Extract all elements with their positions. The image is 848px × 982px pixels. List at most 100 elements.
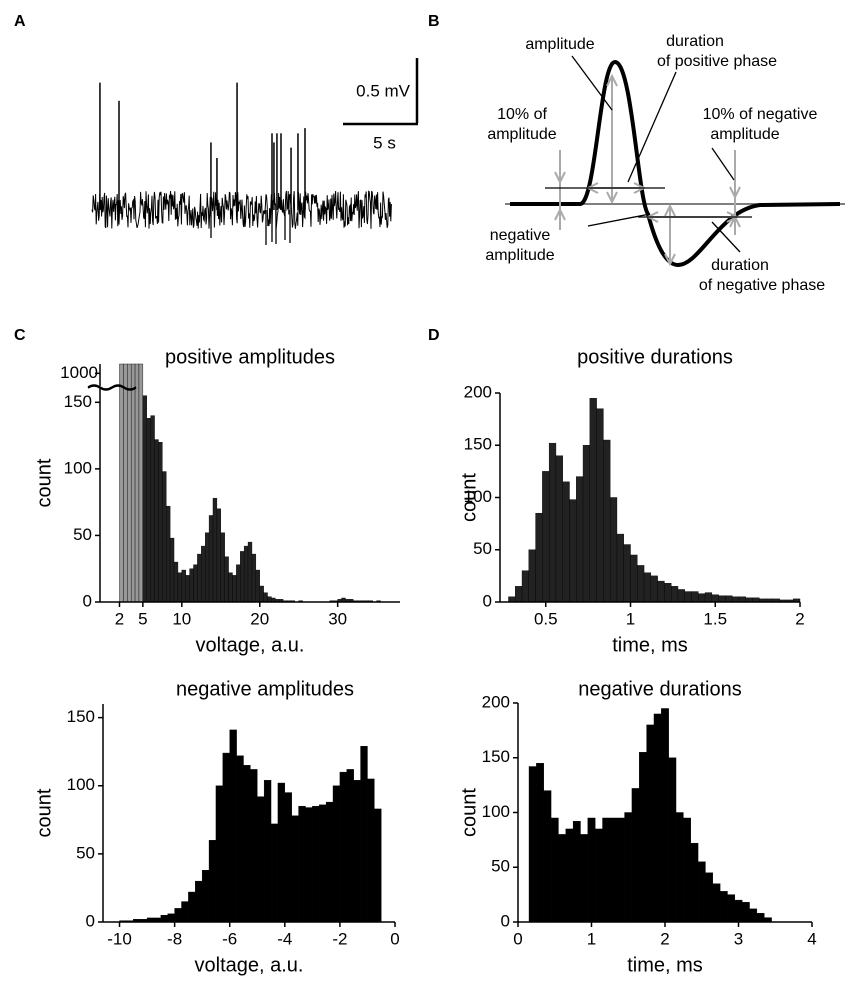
x-tick-label: -8 bbox=[167, 929, 182, 948]
x-tick-label: 0.5 bbox=[534, 609, 558, 628]
bar bbox=[657, 580, 665, 603]
y-tick-label: 150 bbox=[482, 747, 510, 766]
bar bbox=[535, 512, 543, 603]
y-tick-label: 0 bbox=[83, 591, 92, 610]
y-tick-label: 100 bbox=[482, 802, 510, 821]
bar bbox=[251, 553, 257, 603]
bar bbox=[528, 549, 536, 603]
scale-bar-label: 5 s bbox=[373, 133, 396, 152]
bar bbox=[580, 834, 589, 923]
bar bbox=[650, 575, 658, 603]
chart-title: positive durations bbox=[577, 346, 733, 368]
bar bbox=[543, 790, 552, 923]
bar bbox=[146, 418, 151, 603]
bar bbox=[270, 823, 279, 923]
bar bbox=[173, 561, 179, 603]
bar bbox=[255, 569, 260, 603]
chart-title: positive amplitudes bbox=[165, 346, 335, 368]
bar bbox=[232, 575, 237, 603]
bar bbox=[542, 471, 550, 603]
x-tick-label: 30 bbox=[328, 609, 347, 628]
panel-label: D bbox=[428, 327, 440, 344]
bar bbox=[631, 788, 640, 923]
bar bbox=[589, 398, 597, 603]
bar bbox=[201, 870, 210, 923]
bar bbox=[711, 594, 719, 603]
y-tick-label: 200 bbox=[482, 692, 510, 711]
annotation: amplitude bbox=[710, 126, 779, 143]
bar bbox=[298, 805, 306, 923]
bar bbox=[353, 780, 361, 923]
bar bbox=[508, 596, 516, 603]
bar bbox=[374, 808, 382, 923]
bar bbox=[683, 817, 691, 923]
bar bbox=[675, 812, 684, 923]
annotation: negative bbox=[490, 227, 551, 244]
y-axis-label: count bbox=[33, 458, 55, 507]
bar bbox=[160, 914, 168, 923]
bar bbox=[521, 570, 530, 603]
bar bbox=[749, 908, 758, 923]
bar bbox=[181, 901, 189, 923]
bar bbox=[698, 593, 706, 603]
bar bbox=[734, 899, 743, 923]
bar bbox=[637, 565, 645, 603]
bar bbox=[732, 596, 740, 603]
x-axis-label: voltage, a.u. bbox=[195, 954, 304, 976]
bar bbox=[169, 537, 175, 603]
bar bbox=[119, 363, 124, 603]
y-tick-label: 1000 bbox=[60, 363, 98, 382]
bar bbox=[222, 752, 230, 923]
x-tick-label: 1 bbox=[587, 929, 596, 948]
bar bbox=[646, 724, 655, 923]
bar bbox=[624, 812, 633, 923]
bar bbox=[741, 902, 750, 923]
bar bbox=[134, 363, 140, 603]
bar bbox=[216, 508, 221, 603]
x-tick-label: 20 bbox=[250, 609, 269, 628]
bar bbox=[617, 817, 625, 923]
bar bbox=[596, 408, 604, 603]
bar bbox=[719, 891, 728, 923]
bar bbox=[236, 564, 241, 603]
bar bbox=[167, 913, 175, 923]
leader-lines bbox=[545, 55, 752, 253]
annotation: duration bbox=[711, 257, 769, 274]
panel-label: B bbox=[428, 13, 440, 30]
x-tick-label: 2 bbox=[795, 609, 804, 628]
bar bbox=[562, 481, 570, 603]
annotation: amplitude bbox=[525, 36, 594, 53]
bar bbox=[670, 586, 679, 603]
panel-label: C bbox=[14, 327, 26, 344]
bar bbox=[602, 817, 611, 923]
bar bbox=[236, 755, 244, 923]
bar bbox=[185, 575, 190, 603]
bar bbox=[174, 908, 182, 923]
bar bbox=[332, 785, 341, 923]
bar bbox=[705, 872, 713, 923]
bar bbox=[572, 821, 581, 923]
y-axis-label: count bbox=[458, 473, 480, 522]
bar bbox=[215, 785, 224, 923]
x-tick-label: -4 bbox=[277, 929, 292, 948]
bar bbox=[623, 544, 631, 603]
bar bbox=[195, 880, 203, 923]
bar bbox=[653, 713, 662, 923]
bar bbox=[569, 499, 577, 603]
y-tick-label: 150 bbox=[464, 435, 492, 454]
bar bbox=[555, 455, 563, 603]
y-axis-label: count bbox=[458, 788, 480, 837]
x-tick-label: 3 bbox=[734, 929, 743, 948]
bar bbox=[208, 840, 217, 923]
bar bbox=[515, 586, 523, 603]
bar bbox=[193, 564, 198, 603]
annotation: duration bbox=[666, 33, 724, 50]
bar bbox=[609, 817, 618, 923]
x-tick-label: 10 bbox=[172, 609, 191, 628]
y-tick-label: 0 bbox=[483, 591, 492, 610]
bar bbox=[257, 796, 265, 923]
y-axis-label: count bbox=[33, 788, 55, 837]
y-tick-label: 150 bbox=[67, 707, 95, 726]
bar bbox=[594, 828, 603, 923]
bar bbox=[643, 572, 652, 603]
